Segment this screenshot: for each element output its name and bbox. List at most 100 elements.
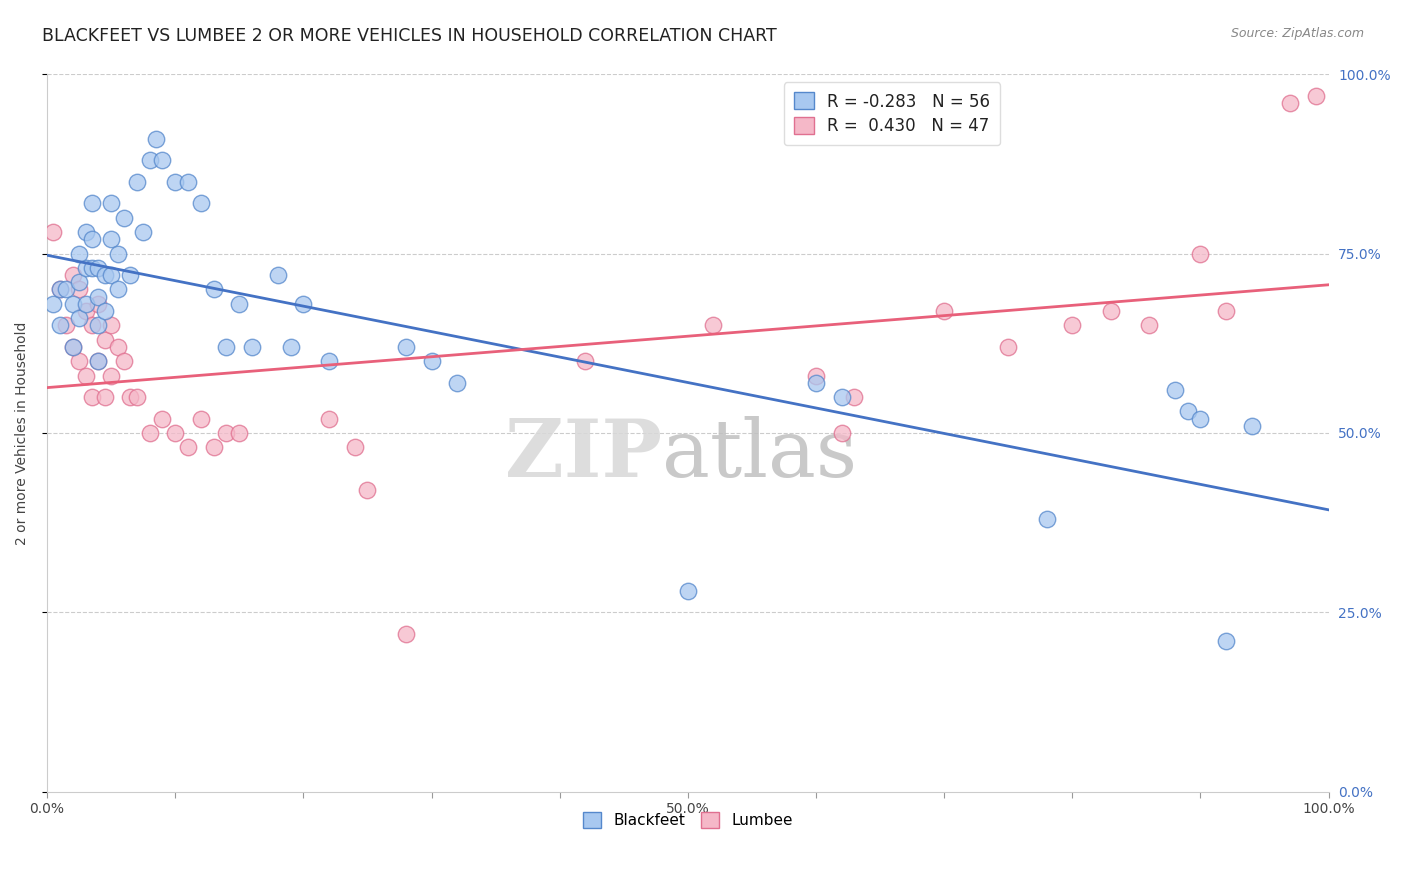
Point <box>67 246 90 260</box>
Point <box>446 376 468 390</box>
Point <box>202 282 225 296</box>
Point <box>574 354 596 368</box>
Point <box>49 282 72 296</box>
Point <box>215 340 238 354</box>
Point <box>1240 418 1263 433</box>
Point <box>420 354 443 368</box>
Point <box>107 282 129 296</box>
Point <box>1189 411 1212 425</box>
Point <box>1189 246 1212 260</box>
Point <box>75 225 97 239</box>
Point <box>87 318 110 333</box>
Point <box>67 282 90 296</box>
Point <box>267 268 290 282</box>
Text: atlas: atlas <box>662 416 858 493</box>
Point <box>80 196 103 211</box>
Point <box>356 483 378 498</box>
Point <box>42 225 65 239</box>
Point <box>152 411 174 425</box>
Point <box>1215 304 1237 318</box>
Point <box>80 318 103 333</box>
Point <box>87 260 110 275</box>
Point <box>75 297 97 311</box>
Point <box>177 175 200 189</box>
Point <box>934 304 956 318</box>
Point <box>125 390 148 404</box>
Point <box>67 275 90 289</box>
Point <box>228 297 250 311</box>
Point <box>343 441 366 455</box>
Point <box>87 354 110 368</box>
Point <box>804 368 827 383</box>
Point <box>132 225 155 239</box>
Point <box>844 390 866 404</box>
Text: Source: ZipAtlas.com: Source: ZipAtlas.com <box>1230 27 1364 40</box>
Point <box>112 211 135 225</box>
Point <box>1279 95 1302 110</box>
Point <box>702 318 724 333</box>
Point <box>1035 512 1057 526</box>
Point <box>93 390 115 404</box>
Point <box>62 297 84 311</box>
Point <box>49 318 72 333</box>
Point <box>80 260 103 275</box>
Point <box>100 318 122 333</box>
Point <box>804 376 827 390</box>
Point <box>125 175 148 189</box>
Point <box>138 425 160 440</box>
Point <box>997 340 1019 354</box>
Point <box>165 175 187 189</box>
Point <box>67 354 90 368</box>
Point <box>87 354 110 368</box>
Point <box>93 268 115 282</box>
Point <box>676 583 699 598</box>
Point <box>75 368 97 383</box>
Point <box>190 196 212 211</box>
Point <box>87 297 110 311</box>
Point <box>62 268 84 282</box>
Point <box>177 441 200 455</box>
Point <box>93 333 115 347</box>
Point <box>280 340 302 354</box>
Point <box>1177 404 1199 418</box>
Y-axis label: 2 or more Vehicles in Household: 2 or more Vehicles in Household <box>15 321 30 545</box>
Point <box>107 246 129 260</box>
Point <box>120 268 142 282</box>
Legend: Blackfeet, Lumbee: Blackfeet, Lumbee <box>576 806 799 835</box>
Point <box>1062 318 1084 333</box>
Point <box>107 340 129 354</box>
Point <box>100 368 122 383</box>
Point <box>395 627 418 641</box>
Point <box>100 232 122 246</box>
Point <box>145 131 167 145</box>
Point <box>318 354 340 368</box>
Point <box>93 304 115 318</box>
Point <box>318 411 340 425</box>
Point <box>831 425 853 440</box>
Point <box>55 282 77 296</box>
Point <box>1137 318 1160 333</box>
Point <box>165 425 187 440</box>
Point <box>55 318 77 333</box>
Point <box>152 153 174 168</box>
Text: ZIP: ZIP <box>505 416 662 493</box>
Point <box>67 311 90 326</box>
Point <box>240 340 263 354</box>
Point <box>120 390 142 404</box>
Point <box>62 340 84 354</box>
Point <box>138 153 160 168</box>
Point <box>228 425 250 440</box>
Point <box>1164 383 1187 397</box>
Point <box>831 390 853 404</box>
Point <box>1305 88 1327 103</box>
Point <box>42 297 65 311</box>
Point <box>202 441 225 455</box>
Point <box>49 282 72 296</box>
Point <box>100 196 122 211</box>
Point <box>87 289 110 303</box>
Point <box>1099 304 1122 318</box>
Point <box>75 304 97 318</box>
Point <box>100 268 122 282</box>
Point <box>75 260 97 275</box>
Text: BLACKFEET VS LUMBEE 2 OR MORE VEHICLES IN HOUSEHOLD CORRELATION CHART: BLACKFEET VS LUMBEE 2 OR MORE VEHICLES I… <box>42 27 778 45</box>
